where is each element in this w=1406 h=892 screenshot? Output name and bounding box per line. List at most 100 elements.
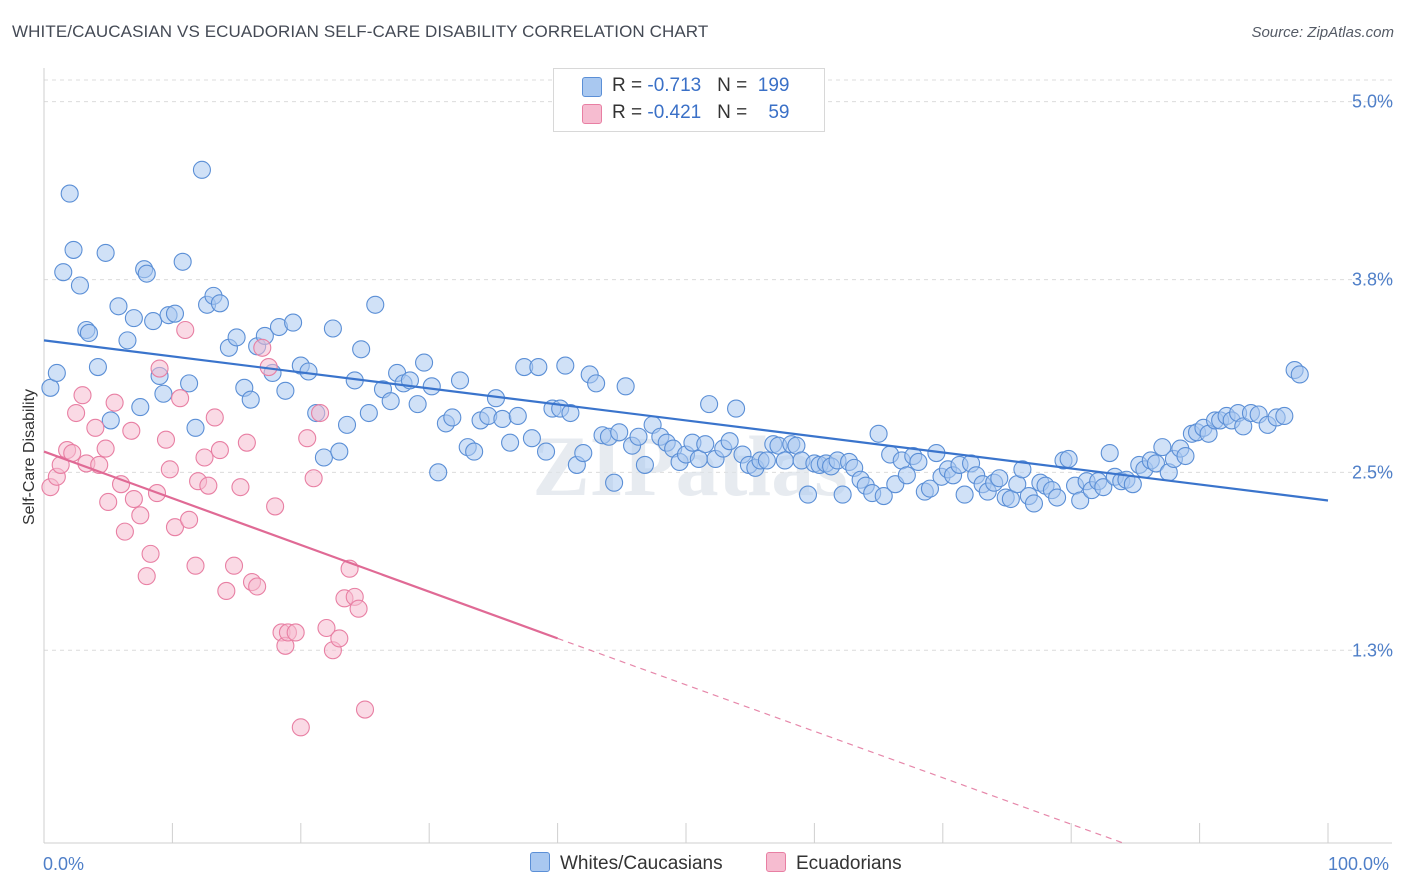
data-point [99,492,118,512]
data-point [64,240,83,259]
data-point [833,485,852,504]
y-tick-label: 5.0% [1352,92,1393,112]
legend-n-value: 59 [768,102,790,123]
data-point [635,455,654,474]
x-tick-label-min: 0.0% [43,854,85,874]
data-point [115,522,134,541]
data-point [199,476,218,495]
bottom-legend-whites: Whites/Caucasians [530,852,723,875]
legend-n-label: N = [717,75,753,96]
data-point [1153,438,1172,457]
data-point [286,623,305,642]
data-point [304,469,323,488]
data-point [67,403,86,423]
data-point [349,599,368,618]
data-point [154,384,173,403]
data-point [493,409,512,429]
data-point [248,577,267,596]
data-point [165,304,185,323]
data-point [311,403,330,423]
data-point [323,319,342,338]
data-point [990,469,1009,488]
series-ecuadorians-points [41,320,375,737]
data-point [266,497,285,516]
data-point [88,358,107,377]
data-point [429,463,448,482]
data-point [73,386,92,405]
data-point [522,429,541,448]
data-point [86,418,105,437]
data-point [352,340,371,359]
data-point [298,429,317,448]
data-point [1059,449,1078,469]
data-point [869,424,888,443]
data-point [1013,460,1032,479]
data-point [574,444,593,463]
data-point [224,556,244,575]
data-point [70,276,90,295]
data-point [122,421,141,440]
data-point [501,433,520,452]
data-point [1275,406,1294,426]
data-point [897,466,916,485]
data-point [1123,475,1142,494]
data-point [131,506,150,525]
data-point [1100,444,1119,463]
data-point [536,442,556,461]
data-point [141,544,160,563]
data-point [60,184,79,203]
data-point [79,323,98,343]
data-point [210,294,229,313]
data-point [1234,417,1253,436]
data-point [96,243,115,262]
data-point [366,295,385,314]
x-tick-label-max: 100.0% [1328,854,1390,874]
bottom-legend-swatch-ecuadorians [766,852,786,872]
data-point [137,264,156,283]
y-tick-label: 1.3% [1352,640,1393,660]
legend-swatch-whites [582,77,602,97]
data-point [111,475,131,494]
series-whites-points [41,160,1309,513]
data-point [314,448,333,467]
data-point [165,518,185,537]
data-point [180,510,199,529]
data-point [529,358,548,377]
data-point [720,432,739,451]
data-point [109,297,128,316]
bottom-legend-label: Ecuadorians [796,853,902,874]
data-point [330,442,349,461]
data-point [775,451,794,470]
data-point [1024,494,1044,513]
stats-legend: R = -0.713 N = 199 R = -0.421 N = 59 [553,68,825,132]
data-point [291,718,310,737]
data-point [415,353,434,372]
legend-n-label: N = [717,102,753,123]
data-point [465,442,484,461]
trend-line [43,450,558,640]
data-point [210,441,229,460]
legend-r-label: R = [612,75,648,96]
data-point [1176,446,1195,466]
data-point [909,452,928,471]
data-point [237,433,256,452]
chart-title: WHITE/CAUCASIAN VS ECUADORIAN SELF-CARE … [12,22,709,41]
data-point [587,374,606,393]
data-point [556,356,575,375]
data-point [173,252,192,271]
data-point [330,629,349,648]
data-point [955,485,974,504]
data-point [276,381,295,400]
data-point [727,399,746,418]
data-point [195,448,214,467]
y-axis-title: Self-Care Disability [21,389,38,525]
data-point [920,479,940,498]
data-point [156,430,176,449]
legend-n-value: 199 [757,75,790,96]
bottom-legend-ecuadorians: Ecuadorians [766,852,902,875]
data-point [137,567,156,586]
data-point [124,489,143,509]
axes [43,68,1392,844]
trend-line [43,339,1329,502]
